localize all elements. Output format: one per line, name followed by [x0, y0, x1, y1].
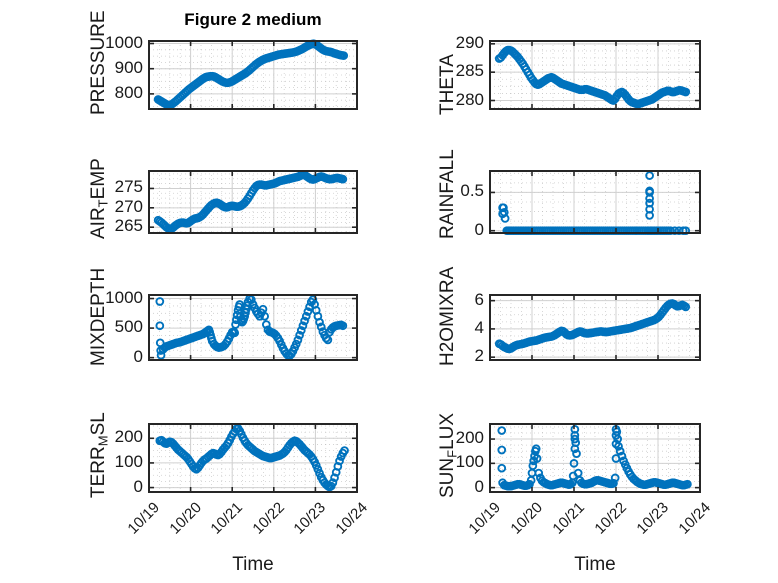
ytick-label: 900	[114, 57, 143, 77]
figure-title: Figure 2 medium	[184, 10, 322, 29]
data-series-theta	[494, 45, 691, 109]
ytick-label: 2	[474, 346, 484, 366]
ytick-label: 1000	[105, 287, 143, 307]
xaxis-title: Time	[232, 554, 274, 575]
ytick-label: 800	[114, 82, 143, 102]
ytick-label: 1000	[105, 32, 143, 52]
panel-theta-axes	[489, 40, 701, 110]
xaxis-title: Time	[574, 554, 616, 575]
ytick-label: 265	[114, 216, 143, 236]
ytick-label: 0	[133, 346, 143, 366]
ytick-label: 0.5	[460, 181, 484, 201]
ytick-label: 0	[133, 476, 143, 496]
ylabel-sun_flux: SUNFLUX	[437, 412, 460, 498]
ytick-label: 270	[114, 196, 143, 216]
panel-mixdepth-axes	[148, 294, 358, 361]
ytick-label: 100	[114, 451, 143, 471]
data-series-mixdepth	[155, 294, 348, 361]
ytick-label: 290	[455, 32, 484, 52]
ytick-label: 100	[455, 452, 484, 472]
ylabel-air_temp: AIRTEMP	[88, 158, 111, 239]
ytick-label: 280	[455, 89, 484, 109]
ylabel-pressure: PRESSURE	[88, 10, 109, 115]
panel-pressure-axes	[148, 39, 358, 110]
ylabel-h2omixra: H2OMIXRA	[437, 266, 458, 366]
ytick-label: 200	[114, 427, 143, 447]
ytick-label: 0	[474, 476, 484, 496]
panel-terr_msl-axes	[148, 423, 358, 493]
ytick-label: 285	[455, 61, 484, 81]
panel-h2omixra-axes	[489, 294, 701, 361]
data-series-terr_msl	[155, 424, 349, 492]
ytick-label: 200	[455, 428, 484, 448]
ytick-label: 0	[474, 219, 484, 239]
ylabel-terr_msl: TERRMSL	[88, 412, 111, 498]
ylabel-rainfall: RAINFALL	[437, 149, 458, 239]
ytick-label: 6	[474, 289, 484, 309]
panel-rainfall-axes	[489, 170, 701, 236]
ytick-label: 275	[114, 177, 143, 197]
ylabel-mixdepth: MIXDEPTH	[88, 267, 109, 366]
ytick-label: 4	[474, 317, 484, 337]
panel-air_temp-axes	[148, 170, 358, 234]
ylabel-theta: THETA	[437, 54, 458, 115]
data-series-sun_flux	[497, 424, 692, 491]
data-series-rainfall	[498, 171, 691, 236]
panel-sun_flux-axes	[489, 423, 701, 493]
data-series-h2omixra	[494, 299, 691, 354]
ytick-label: 500	[114, 317, 143, 337]
